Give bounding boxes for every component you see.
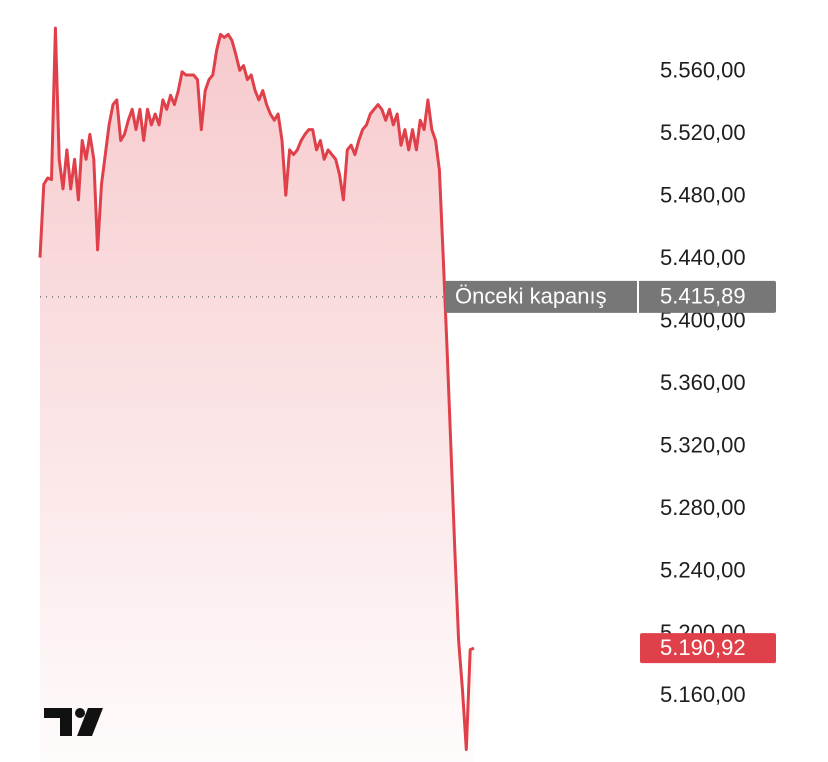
y-tick-label: 5.560,00 bbox=[660, 58, 746, 83]
y-tick-label: 5.240,00 bbox=[660, 557, 746, 582]
last-price-box bbox=[640, 633, 776, 664]
last-price-value: 5.190,92 bbox=[660, 635, 746, 660]
price-labels: Önceki kapanış 5.415,89 5.190,92 bbox=[445, 280, 776, 664]
y-tick-label: 5.360,00 bbox=[660, 370, 746, 395]
y-tick-label: 5.440,00 bbox=[660, 245, 746, 270]
logo bbox=[44, 708, 103, 736]
y-tick-label: 5.160,00 bbox=[660, 682, 746, 707]
previous-close-value: 5.415,89 bbox=[660, 284, 746, 309]
previous-close-label: Önceki kapanış bbox=[455, 284, 607, 309]
previous-close-box bbox=[445, 280, 776, 313]
y-axis: 5.160,005.200,005.240,005.280,005.320,00… bbox=[660, 58, 746, 708]
y-tick-label: 5.320,00 bbox=[660, 432, 746, 457]
area bbox=[40, 28, 474, 762]
price-line bbox=[38, 26, 475, 751]
y-tick-label: 5.520,00 bbox=[660, 120, 746, 145]
plot-area bbox=[38, 26, 475, 762]
y-tick-label: 5.280,00 bbox=[660, 495, 746, 520]
y-tick-label: 5.480,00 bbox=[660, 183, 746, 208]
